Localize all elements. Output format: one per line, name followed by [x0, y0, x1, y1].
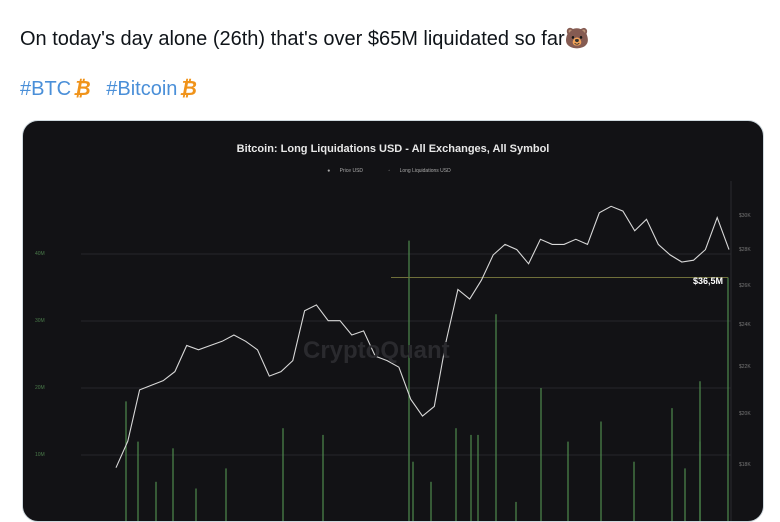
- bitcoin-icon: ₿: [179, 78, 197, 100]
- hashtags: #BTC ₿ #Bitcoin ₿: [20, 78, 207, 101]
- hashtag-label: #Bitcoin: [106, 78, 178, 100]
- price-line: [115, 205, 730, 468]
- left-tick-label: 20M: [35, 385, 45, 391]
- right-tick-label: $18K: [739, 462, 751, 468]
- left-tick-label: 10M: [35, 452, 45, 458]
- right-tick-label: $20K: [739, 410, 751, 417]
- left-tick-label: 40M: [35, 251, 45, 257]
- legend-item: ● Price USD: [327, 168, 364, 174]
- annotation-label: $36,5M: [693, 276, 724, 286]
- bitcoin-icon: ₿: [73, 78, 91, 100]
- hashtag-bitcoin[interactable]: #Bitcoin ₿: [106, 78, 197, 100]
- hashtag-label: #BTC: [20, 78, 72, 100]
- watermark: CryptoQuant: [303, 337, 450, 364]
- chart-image-card[interactable]: CryptoQuant Bitcoin: Long Liquidations U…: [22, 120, 764, 522]
- right-tick-label: $28K: [739, 246, 751, 253]
- right-tick-label: $30K: [739, 213, 751, 219]
- tweet-text: On today's day alone (26th) that's over …: [20, 28, 590, 50]
- chart-title: Bitcoin: Long Liquidations USD - All Exc…: [236, 143, 550, 155]
- right-tick-label: $26K: [739, 282, 751, 289]
- right-tick-label: $22K: [739, 364, 751, 371]
- legend-item: ◦ Long Liquidations USD: [388, 168, 451, 174]
- chart-legend: ● Price USD ◦ Long Liquidations USD: [23, 168, 763, 174]
- hashtag-btc[interactable]: #BTC ₿: [20, 78, 91, 100]
- chart-plot: [81, 181, 732, 521]
- right-tick-label: $24K: [739, 321, 751, 328]
- left-tick-label: 30M: [35, 318, 45, 324]
